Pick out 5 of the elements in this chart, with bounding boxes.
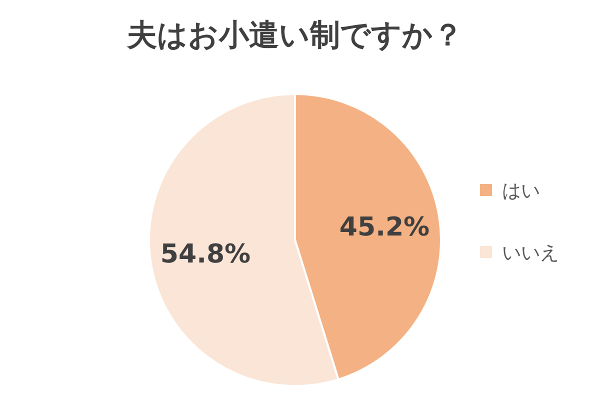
legend-label: いいえ xyxy=(502,242,559,264)
legend-label: はい xyxy=(502,180,540,202)
data-label: 54.8% xyxy=(160,240,251,270)
chart-title: 夫はお小遣い制ですか？ xyxy=(126,18,463,53)
data-label: 45.2% xyxy=(339,212,430,242)
